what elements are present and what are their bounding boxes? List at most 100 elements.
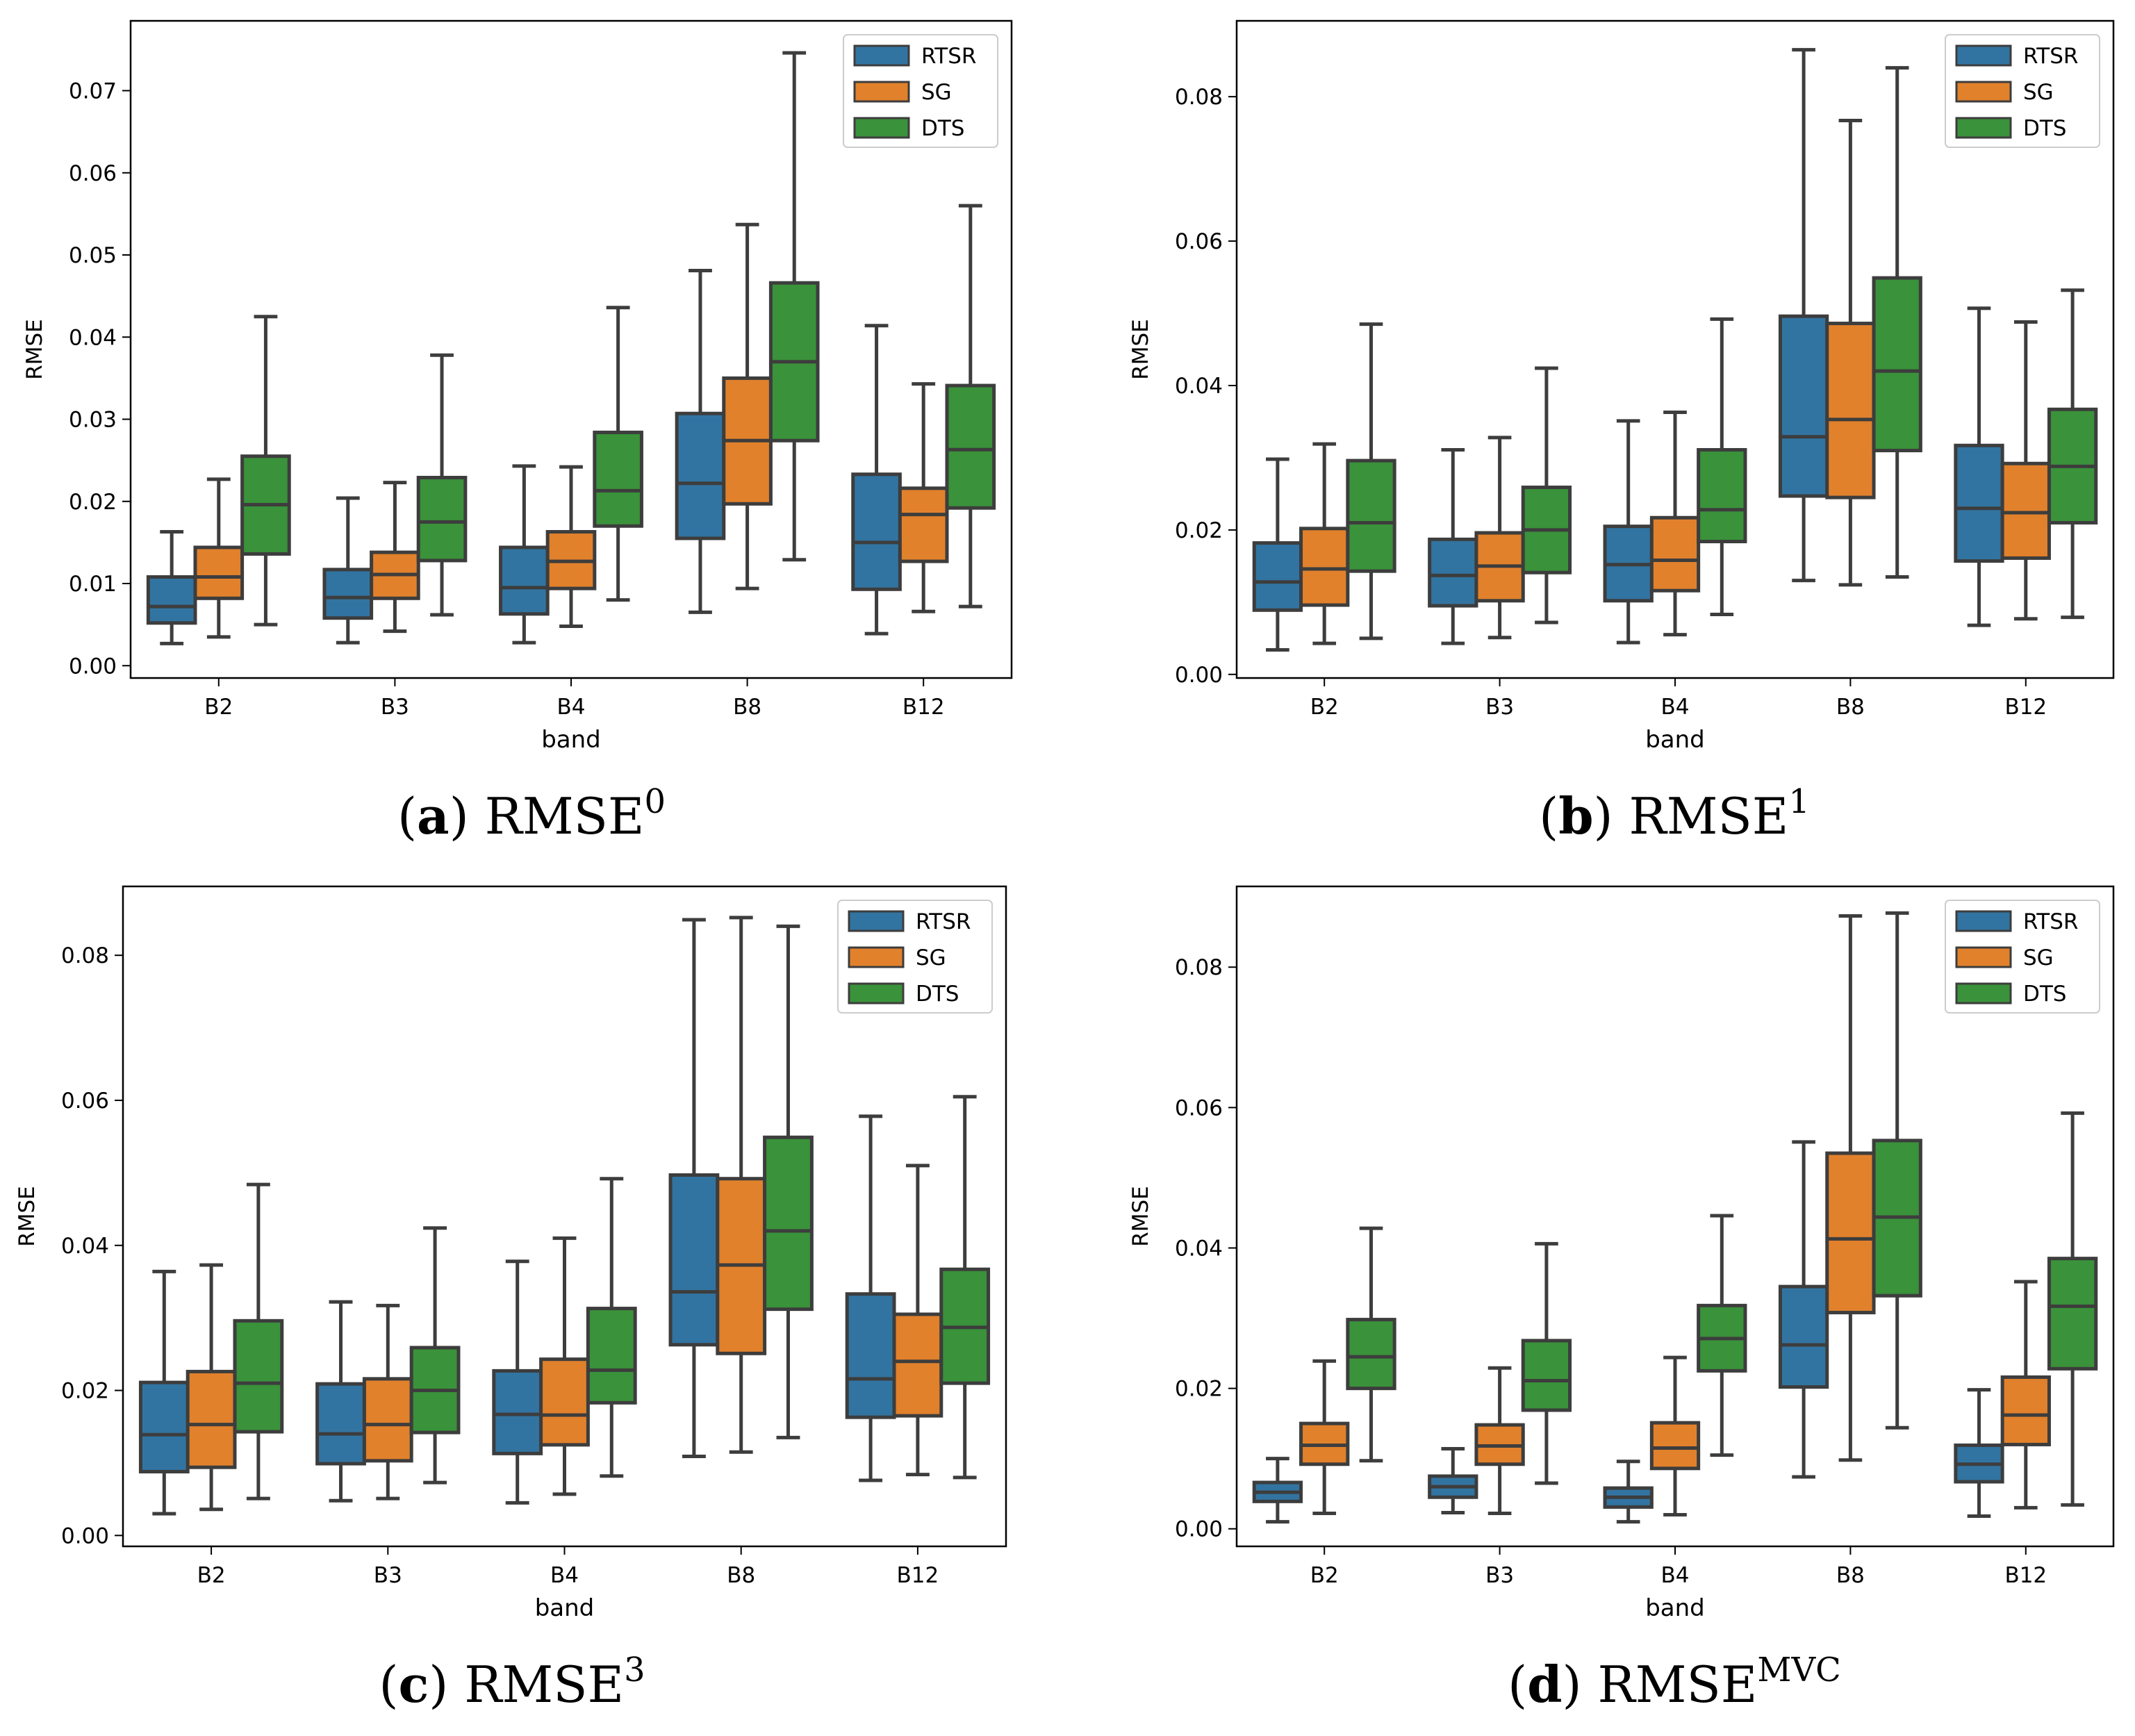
y-tick-label: 0.00 — [1175, 1517, 1223, 1542]
box-body — [1778, 314, 1829, 498]
box-body — [1649, 515, 1701, 593]
x-tick-label: B2 — [204, 695, 233, 720]
x-tick-label: B2 — [1310, 1563, 1339, 1588]
box-rtsr-b8 — [675, 268, 726, 614]
y-axis-label: RMSE — [1128, 319, 1153, 380]
x-tick-label: B4 — [550, 1563, 579, 1588]
caption-paren-open: ( — [379, 1655, 398, 1714]
box-body — [1521, 1339, 1572, 1412]
box-body — [1346, 1318, 1396, 1391]
box-body — [322, 568, 374, 620]
legend-label-rtsr: RTSR — [2023, 909, 2078, 934]
box-dts-b12 — [945, 204, 996, 609]
caption-superscript: 0 — [645, 782, 666, 821]
box-body — [233, 1318, 284, 1434]
legend: RTSR SG DTS — [1945, 34, 2100, 148]
box-body — [186, 1369, 237, 1469]
caption-letter: c — [398, 1655, 429, 1714]
legend-swatch-rtsr — [853, 44, 910, 67]
panel-b: 0.00 0.02 0.04 0.06 0.08 B2 B3 B4 B8 B12 band RMSE R… — [1128, 19, 2115, 845]
box-sg-b12 — [2000, 320, 2051, 621]
box-body — [146, 575, 197, 625]
x-axis-label: band — [1645, 726, 1705, 754]
legend-label-sg: SG — [921, 80, 952, 105]
x-axis-label: band — [1645, 1594, 1705, 1622]
box-body — [1697, 447, 1747, 544]
y-tick-label: 0.02 — [1175, 1377, 1223, 1402]
legend-swatch-dts — [1955, 117, 2012, 139]
box-sg-b8 — [716, 916, 767, 1454]
y-tick-label: 0.06 — [61, 1089, 109, 1114]
y-axis-label: RMSE — [22, 319, 47, 380]
box-dts-b3 — [1521, 366, 1572, 625]
box-rtsr-b8 — [1778, 48, 1829, 583]
box-body — [492, 1369, 543, 1455]
caption-superscript: MVC — [1757, 1651, 1841, 1689]
box-dts-b12 — [939, 1095, 991, 1480]
box-sg-b12 — [2000, 1280, 2051, 1510]
box-body — [668, 1173, 720, 1347]
legend-swatch-dts — [1955, 982, 2012, 1005]
box-rtsr-b2 — [138, 1269, 190, 1516]
y-tick-label: 0.01 — [69, 572, 117, 597]
box-rtsr-b2 — [1252, 457, 1303, 652]
box-body — [675, 411, 726, 540]
box-body — [315, 1382, 366, 1466]
y-tick-label: 0.08 — [1175, 955, 1223, 980]
box-sg-b2 — [186, 1263, 237, 1512]
box-dts-b4 — [586, 1177, 637, 1478]
caption-base: RMSE — [1629, 787, 1789, 845]
y-tick-label: 0.04 — [61, 1234, 109, 1259]
box-sg-b8 — [722, 222, 773, 590]
y-tick-label: 0.02 — [69, 490, 117, 515]
box-body — [2000, 461, 2051, 560]
box-body — [2000, 1375, 2051, 1446]
subfigure-caption: (c) RMSE3 — [379, 1651, 645, 1714]
box-body — [586, 1307, 637, 1405]
box-body — [1428, 537, 1478, 608]
box-body — [138, 1380, 190, 1473]
box-body — [1825, 322, 1876, 499]
box-body — [1872, 276, 1922, 453]
box-sg-b4 — [539, 1236, 590, 1496]
legend-label-sg: SG — [2023, 945, 2054, 970]
axes-frame — [122, 885, 1007, 1548]
box-sg-b8 — [1825, 118, 1876, 587]
x-tick-label: B8 — [1836, 1563, 1865, 1588]
y-tick-label: 0.08 — [1175, 85, 1223, 110]
box-rtsr-b4 — [1603, 1460, 1654, 1524]
legend-label-sg: SG — [916, 945, 946, 970]
caption-paren-open: ( — [1539, 787, 1558, 845]
legend-label-rtsr: RTSR — [921, 44, 976, 69]
y-tick-label: 0.06 — [1175, 229, 1223, 254]
panel-a: 0.00 0.01 0.02 0.03 0.04 0.05 0.06 0.07 B2 B3 B4 B8… — [22, 19, 1013, 845]
x-tick-label: B4 — [1661, 1563, 1690, 1588]
box-body — [845, 1292, 896, 1419]
panel-c: 0.00 0.02 0.04 0.06 0.08 B2 B3 B4 B8 B12 band RMSE R… — [15, 885, 1007, 1714]
legend-swatch-sg — [848, 946, 905, 968]
box-body — [1954, 443, 2004, 563]
box-sg-b2 — [193, 477, 245, 639]
box-rtsr-b12 — [851, 324, 902, 636]
box-body — [1299, 527, 1350, 607]
caption-letter: d — [1527, 1655, 1562, 1714]
box-sg-b4 — [545, 465, 597, 629]
x-tick-label: B3 — [374, 1563, 402, 1588]
box-rtsr-b2 — [1252, 1457, 1303, 1524]
box-body — [1825, 1151, 1876, 1314]
box-dts-b12 — [2047, 1111, 2098, 1507]
x-tick-label: B2 — [1310, 695, 1339, 720]
caption-superscript: 1 — [1788, 782, 1810, 821]
legend-label-rtsr: RTSR — [916, 909, 971, 934]
axes-frame — [129, 19, 1013, 679]
legend-swatch-sg — [1955, 81, 2012, 103]
x-tick-label: B12 — [2004, 695, 2047, 720]
box-sg-b3 — [370, 481, 420, 634]
caption-paren-close: ) — [1563, 1655, 1598, 1714]
y-tick-label: 0.04 — [69, 325, 117, 350]
box-body — [499, 545, 550, 616]
box-body — [898, 486, 949, 563]
legend-swatch-dts — [853, 117, 910, 139]
y-tick-label: 0.04 — [1175, 1236, 1223, 1261]
